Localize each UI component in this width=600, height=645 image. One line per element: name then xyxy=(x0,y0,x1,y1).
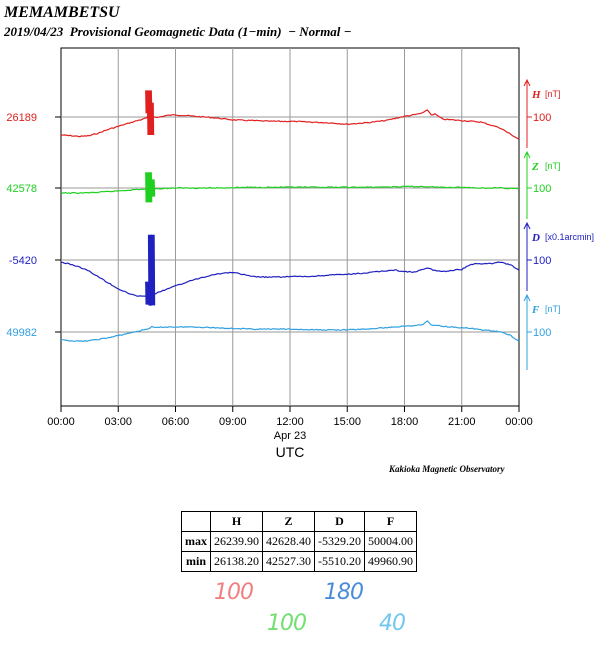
scale-label-f: 100 xyxy=(533,327,551,339)
station-title: MEMAMBETSU xyxy=(4,4,120,21)
stats-min-h: 26138.20 xyxy=(210,551,263,572)
stats-row-label: min xyxy=(181,551,211,572)
stats-header-f: F xyxy=(364,511,417,532)
stats-max-h: 26239.90 xyxy=(210,531,263,552)
stats-min-d: -5510.20 xyxy=(314,551,365,572)
x-tick-label: 00:00 xyxy=(47,416,75,428)
x-tick-label: 21:00 xyxy=(448,416,476,428)
series-name-d: D xyxy=(531,232,540,244)
series-line-h xyxy=(60,109,520,140)
baseline-label-h: 26189 xyxy=(6,112,37,124)
stats-min-z: 42527.30 xyxy=(262,551,315,572)
x-tick-label: 09:00 xyxy=(219,416,247,428)
baseline-label-f: 49982 xyxy=(6,327,37,339)
scale-arrow-icon xyxy=(523,221,531,230)
series-line-d xyxy=(60,234,520,307)
x-tick-label: 18:00 xyxy=(391,416,419,428)
spike-h xyxy=(147,102,155,136)
series-line-f xyxy=(60,320,520,343)
scale-arrow-icon xyxy=(523,78,531,87)
stats-header-h: H xyxy=(210,511,263,532)
series-line-z xyxy=(60,185,520,195)
stats-min-f: 49960.90 xyxy=(364,551,417,572)
stats-row-min: min 26138.20 42527.30 -5510.20 49960.90 xyxy=(181,551,417,572)
scale-label-h: 100 xyxy=(533,112,551,124)
spike-d xyxy=(145,281,153,305)
stats-header-d: D xyxy=(314,511,365,532)
series-unit-z: [nT] xyxy=(545,161,561,171)
stats-max-f: 50004.00 xyxy=(364,531,417,552)
chart-subtitle: 2019/04/23 Provisional Geomagnetic Data … xyxy=(4,24,352,39)
scale-arrow-icon xyxy=(523,293,531,302)
spike-d xyxy=(147,234,156,306)
x-tick-label: 03:00 xyxy=(104,416,132,428)
handwritten-note-f: 40 xyxy=(379,611,406,636)
handwritten-note-z: 100 xyxy=(267,611,307,636)
x-tick-label: 00:00 xyxy=(505,416,533,428)
baseline-label-d: -5420 xyxy=(9,255,37,267)
series-name-h: H xyxy=(531,89,541,101)
handwritten-note-h: 100 xyxy=(214,580,254,605)
scale-label-z: 100 xyxy=(533,183,551,195)
stats-corner xyxy=(181,511,211,532)
magnetogram-chart: 26189 42578 -5420 49982 H [nT] 100 Z [nT] 100 D [x… xyxy=(6,47,594,460)
series-name-f: F xyxy=(531,304,540,316)
baseline-label-z: 42578 xyxy=(6,183,37,195)
stats-header-z: Z xyxy=(262,511,315,532)
handwritten-note-d: 180 xyxy=(324,580,364,605)
x-axis-label: UTC xyxy=(276,444,305,460)
observatory-credit: Kakioka Magnetic Observatory xyxy=(389,464,505,474)
spike-z xyxy=(147,179,156,197)
stats-max-z: 42628.40 xyxy=(262,531,315,552)
stats-max-d: -5329.20 xyxy=(314,531,365,552)
stats-row-label: max xyxy=(181,531,211,552)
scale-arrow-icon xyxy=(523,150,531,159)
x-tick-label: 06:00 xyxy=(162,416,190,428)
x-date-label: Apr 23 xyxy=(274,430,306,442)
series-unit-h: [nT] xyxy=(545,89,561,99)
stats-header-row: H Z D F xyxy=(181,511,417,532)
stats-table: H Z D F max 26239.90 42628.40 -5329.20 5… xyxy=(181,511,417,572)
series-unit-f: [nT] xyxy=(545,304,561,314)
x-tick-label: 12:00 xyxy=(276,416,304,428)
series-unit-d: [x0.1arcmin] xyxy=(545,232,594,242)
stats-row-max: max 26239.90 42628.40 -5329.20 50004.00 xyxy=(181,531,417,552)
scale-label-d: 100 xyxy=(533,255,551,267)
x-tick-label: 15:00 xyxy=(333,416,361,428)
series-name-z: Z xyxy=(531,161,539,173)
